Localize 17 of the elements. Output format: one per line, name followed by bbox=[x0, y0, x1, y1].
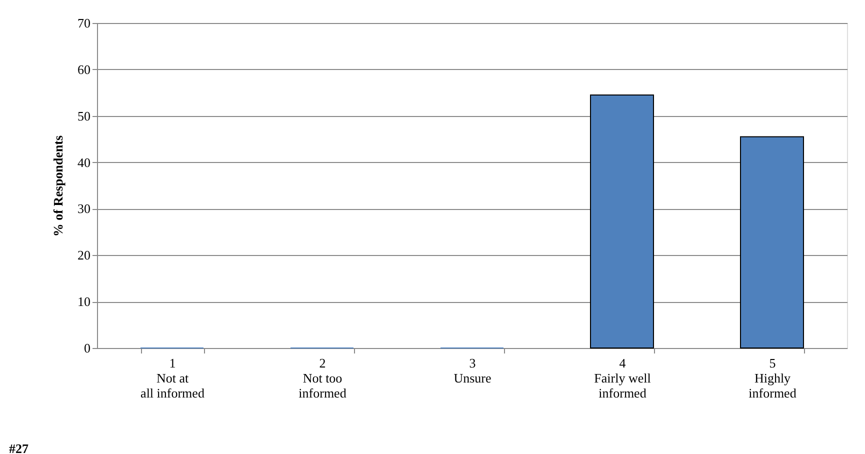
bar bbox=[740, 136, 804, 348]
x-tick-label: 4 Fairly well informed bbox=[594, 356, 652, 400]
y-tick-label: 10 bbox=[78, 294, 90, 310]
x-tick-label: 5 Highly informed bbox=[748, 356, 797, 400]
y-tick-label: 60 bbox=[78, 62, 90, 77]
x-tick-label: 1 Not at all informed bbox=[140, 356, 205, 400]
y-tick-label: 20 bbox=[78, 248, 90, 263]
y-tick-label: 40 bbox=[78, 154, 90, 170]
y-tick-label: 70 bbox=[78, 16, 90, 30]
y-tick-label: 30 bbox=[78, 201, 90, 216]
bar bbox=[590, 94, 654, 348]
x-tick-label: 2 Not too informed bbox=[298, 356, 347, 400]
y-axis-title: % of Respondents bbox=[50, 135, 66, 237]
y-tick-label: 0 bbox=[84, 340, 90, 356]
x-tick-label: 3 Unsure bbox=[454, 356, 492, 386]
y-tick-label: 50 bbox=[78, 108, 90, 124]
text: #27 bbox=[9, 441, 29, 454]
